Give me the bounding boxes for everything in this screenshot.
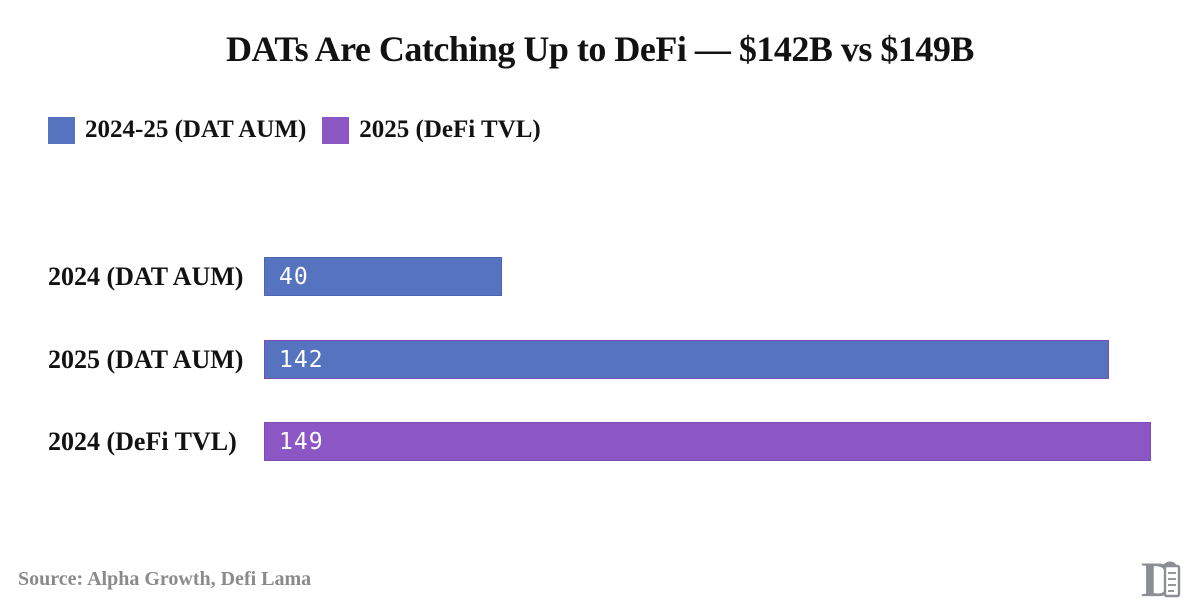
legend: 2024-25 (DAT AUM) 2025 (DeFi TVL) [48, 116, 541, 144]
legend-label: 2024-25 (DAT AUM) [85, 116, 307, 143]
category-label: 2024 (DAT AUM) [48, 262, 244, 291]
bar-value-label: 149 [279, 428, 324, 455]
bar-row: 2025 (DAT AUM) 142 [0, 340, 1200, 379]
legend-swatch-blue [48, 116, 75, 144]
source-note: Source: Alpha Growth, Defi Lama [18, 568, 312, 590]
bar-value-label: 142 [279, 346, 324, 373]
bar: 142 [264, 340, 1110, 379]
legend-item-dat-aum: 2024-25 (DAT AUM) [48, 116, 306, 144]
category-label: 2025 (DAT AUM) [48, 345, 244, 374]
publisher-d-monogram-logo: D [1141, 552, 1181, 606]
bar-value-label: 40 [279, 263, 309, 290]
bar-track: 40 [264, 257, 1151, 296]
legend-item-defi-tvl: 2025 (DeFi TVL) [322, 116, 541, 144]
chart-title: DATs Are Catching Up to DeFi — $142B vs … [226, 29, 974, 69]
bar-track: 149 [264, 422, 1151, 461]
bar-row: 2024 (DeFi TVL) 149 [0, 422, 1200, 461]
legend-swatch-purple [322, 116, 350, 144]
legend-label: 2025 (DeFi TVL) [359, 116, 541, 143]
bar: 149 [264, 422, 1151, 461]
category-label: 2024 (DeFi TVL) [48, 427, 237, 456]
bar: 40 [264, 257, 503, 296]
bar-track: 142 [264, 340, 1151, 379]
bar-row: 2024 (DAT AUM) 40 [0, 257, 1200, 296]
